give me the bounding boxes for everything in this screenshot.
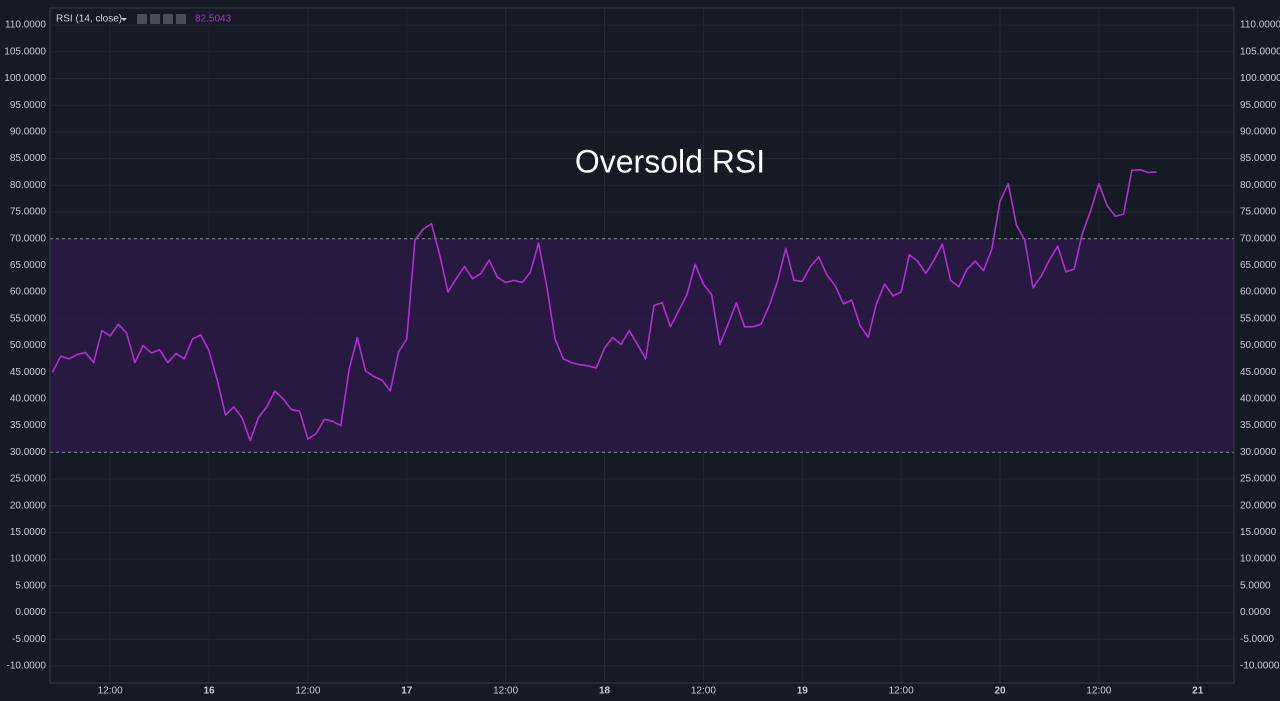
y2-tick-label: 90.0000	[1240, 127, 1277, 138]
y-tick-label: 25.0000	[10, 474, 47, 485]
icon-button[interactable]	[137, 14, 147, 24]
y-tick-label: 40.0000	[10, 394, 47, 405]
y-tick-label: 60.0000	[10, 287, 47, 298]
y-tick-label: 5.0000	[15, 580, 46, 591]
x-tick-label: 18	[599, 686, 611, 697]
x-tick-label: 12:00	[98, 686, 123, 697]
y-tick-label: 75.0000	[10, 207, 47, 218]
y-tick-label: 70.0000	[10, 233, 47, 244]
icon-button[interactable]	[176, 14, 186, 24]
y-tick-label: 80.0000	[10, 180, 47, 191]
y2-tick-label: 55.0000	[1240, 313, 1277, 324]
y-tick-label: 110.0000	[5, 20, 46, 31]
indicator-buttons	[137, 14, 186, 24]
chart-title: Oversold RSI	[575, 143, 765, 179]
x-tick-label: 12:00	[889, 686, 914, 697]
x-tick-label: 12:00	[493, 686, 518, 697]
y-tick-label: -5.0000	[12, 634, 46, 645]
x-tick-label: 21	[1192, 686, 1204, 697]
y2-tick-label: 110.0000	[1240, 20, 1280, 31]
y-tick-label: -10.0000	[7, 661, 47, 672]
y2-tick-label: 70.0000	[1240, 233, 1277, 244]
y2-tick-label: 75.0000	[1240, 207, 1277, 218]
rsi-line	[51, 169, 1157, 442]
x-tick-label: 19	[797, 686, 809, 697]
y2-tick-label: 50.0000	[1240, 340, 1277, 351]
y2-tick-label: 65.0000	[1240, 260, 1277, 271]
y-tick-label: 85.0000	[10, 153, 47, 164]
y2-tick-label: 40.0000	[1240, 394, 1277, 405]
y-tick-label: 55.0000	[10, 313, 47, 324]
plot-frame	[49, 7, 1235, 684]
x-tick-label: 12:00	[691, 686, 716, 697]
axis-layer: -10.0000 -10.0000 -5.0000 -5.0000 0.0000 0.00…	[4, 20, 1280, 697]
y-tick-label: 50.0000	[10, 340, 47, 351]
y2-tick-label: 25.0000	[1240, 474, 1277, 485]
x-tick-label: 17	[401, 686, 413, 697]
indicator-label[interactable]: RSI (14, close)	[56, 14, 122, 25]
x-tick-label: 12:00	[295, 686, 320, 697]
dropdown-arrow[interactable]	[121, 18, 127, 21]
band-layer	[50, 238, 1234, 453]
y-tick-label: 105.0000	[4, 46, 46, 57]
y2-tick-label: 95.0000	[1240, 100, 1277, 111]
y2-tick-label: 30.0000	[1240, 447, 1277, 458]
icon-button[interactable]	[163, 14, 173, 24]
y-tick-label: 90.0000	[10, 127, 47, 138]
y2-tick-label: 105.0000	[1240, 46, 1280, 57]
y-tick-label: 65.0000	[10, 260, 47, 271]
y-tick-label: 15.0000	[10, 527, 47, 538]
last-value: 82.5043	[195, 14, 232, 25]
x-tick-label: 12:00	[1086, 686, 1111, 697]
y-tick-label: 95.0000	[10, 100, 47, 111]
y2-tick-label: 85.0000	[1240, 153, 1277, 164]
y2-tick-label: 100.0000	[1240, 73, 1280, 84]
y2-tick-label: -10.0000	[1240, 661, 1280, 672]
x-tick-label: 20	[994, 686, 1006, 697]
y2-tick-label: 35.0000	[1240, 420, 1277, 431]
icon-button[interactable]	[150, 14, 160, 24]
y2-tick-label: 5.0000	[1240, 580, 1271, 591]
x-tick-label: 16	[203, 686, 215, 697]
y2-tick-label: 10.0000	[1240, 554, 1277, 565]
rsi-band	[50, 238, 1234, 453]
data-layer	[51, 169, 1157, 442]
y2-tick-label: 15.0000	[1240, 527, 1277, 538]
y-tick-label: 0.0000	[15, 607, 46, 618]
y-tick-label: 20.0000	[10, 500, 47, 511]
y2-tick-label: 60.0000	[1240, 287, 1277, 298]
y2-tick-label: 0.0000	[1240, 607, 1271, 618]
y2-tick-label: 45.0000	[1240, 367, 1277, 378]
y2-tick-label: 80.0000	[1240, 180, 1277, 191]
y-tick-label: 45.0000	[10, 367, 47, 378]
y-tick-label: 30.0000	[10, 447, 47, 458]
y-tick-label: 35.0000	[10, 420, 47, 431]
y2-tick-label: -5.0000	[1240, 634, 1274, 645]
y-tick-label: 100.0000	[4, 73, 46, 84]
y-tick-label: 10.0000	[10, 554, 47, 565]
y2-tick-label: 20.0000	[1240, 500, 1277, 511]
